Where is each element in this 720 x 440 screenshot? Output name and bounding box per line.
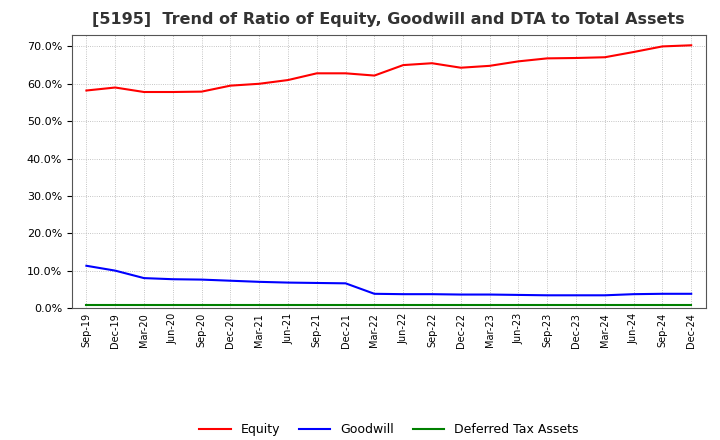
Goodwill (428, 292, 436, 297)
Deferred Tax Assets (399, 302, 408, 308)
Goodwill (629, 292, 638, 297)
Deferred Tax Assets (658, 302, 667, 308)
Equity (284, 77, 292, 83)
Goodwill (197, 277, 206, 282)
Deferred Tax Assets (341, 302, 350, 308)
Goodwill (572, 293, 580, 298)
Equity (312, 71, 321, 76)
Goodwill (514, 292, 523, 297)
Goodwill (456, 292, 465, 297)
Deferred Tax Assets (687, 302, 696, 308)
Deferred Tax Assets (168, 302, 177, 308)
Equity (485, 63, 494, 69)
Line: Goodwill: Goodwill (86, 266, 691, 295)
Deferred Tax Assets (284, 302, 292, 308)
Equity (370, 73, 379, 78)
Equity (629, 49, 638, 55)
Deferred Tax Assets (312, 302, 321, 308)
Equity (428, 61, 436, 66)
Goodwill (341, 281, 350, 286)
Deferred Tax Assets (456, 302, 465, 308)
Goodwill (82, 263, 91, 268)
Deferred Tax Assets (629, 302, 638, 308)
Deferred Tax Assets (255, 302, 264, 308)
Title: [5195]  Trend of Ratio of Equity, Goodwill and DTA to Total Assets: [5195] Trend of Ratio of Equity, Goodwil… (92, 12, 685, 27)
Deferred Tax Assets (485, 302, 494, 308)
Deferred Tax Assets (572, 302, 580, 308)
Equity (197, 89, 206, 94)
Goodwill (658, 291, 667, 297)
Equity (255, 81, 264, 86)
Goodwill (543, 293, 552, 298)
Line: Equity: Equity (86, 45, 691, 92)
Goodwill (600, 293, 609, 298)
Goodwill (312, 280, 321, 286)
Deferred Tax Assets (197, 302, 206, 308)
Equity (456, 65, 465, 70)
Goodwill (140, 275, 148, 281)
Deferred Tax Assets (543, 302, 552, 308)
Equity (111, 85, 120, 90)
Equity (658, 44, 667, 49)
Goodwill (687, 291, 696, 297)
Equity (82, 88, 91, 93)
Equity (543, 56, 552, 61)
Equity (140, 89, 148, 95)
Goodwill (485, 292, 494, 297)
Deferred Tax Assets (600, 302, 609, 308)
Deferred Tax Assets (370, 302, 379, 308)
Equity (341, 71, 350, 76)
Deferred Tax Assets (82, 302, 91, 308)
Goodwill (111, 268, 120, 273)
Deferred Tax Assets (140, 302, 148, 308)
Goodwill (255, 279, 264, 285)
Deferred Tax Assets (226, 302, 235, 308)
Equity (514, 59, 523, 64)
Goodwill (370, 291, 379, 297)
Goodwill (168, 277, 177, 282)
Deferred Tax Assets (111, 302, 120, 308)
Equity (600, 55, 609, 60)
Legend: Equity, Goodwill, Deferred Tax Assets: Equity, Goodwill, Deferred Tax Assets (194, 418, 583, 440)
Goodwill (226, 278, 235, 283)
Deferred Tax Assets (514, 302, 523, 308)
Goodwill (284, 280, 292, 285)
Equity (226, 83, 235, 88)
Equity (168, 89, 177, 95)
Equity (399, 62, 408, 68)
Goodwill (399, 292, 408, 297)
Equity (572, 55, 580, 61)
Equity (687, 43, 696, 48)
Deferred Tax Assets (428, 302, 436, 308)
